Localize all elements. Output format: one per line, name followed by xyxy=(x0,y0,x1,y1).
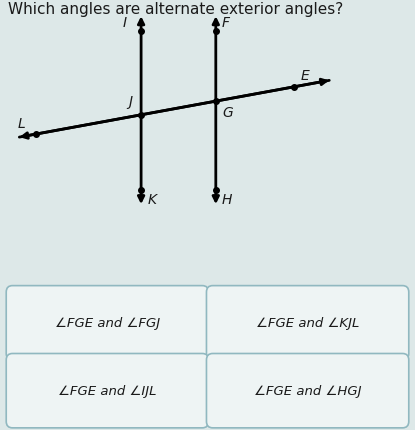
Text: F: F xyxy=(222,15,230,30)
Text: I: I xyxy=(122,15,127,30)
FancyBboxPatch shape xyxy=(6,286,208,360)
FancyBboxPatch shape xyxy=(206,353,409,428)
Text: G: G xyxy=(222,106,233,120)
Text: ∠FGE and ∠FGJ: ∠FGE and ∠FGJ xyxy=(55,316,160,329)
Text: Which angles are alternate exterior angles?: Which angles are alternate exterior angl… xyxy=(8,2,344,17)
Text: K: K xyxy=(147,192,156,206)
Text: ∠FGE and ∠IJL: ∠FGE and ∠IJL xyxy=(58,384,156,397)
Text: ∠FGE and ∠KJL: ∠FGE and ∠KJL xyxy=(256,316,359,329)
Text: E: E xyxy=(300,69,309,83)
Text: L: L xyxy=(17,117,25,131)
FancyBboxPatch shape xyxy=(206,286,409,360)
FancyBboxPatch shape xyxy=(6,353,208,428)
Text: J: J xyxy=(129,95,133,109)
Text: H: H xyxy=(222,192,232,206)
Text: ∠FGE and ∠HGJ: ∠FGE and ∠HGJ xyxy=(254,384,361,397)
